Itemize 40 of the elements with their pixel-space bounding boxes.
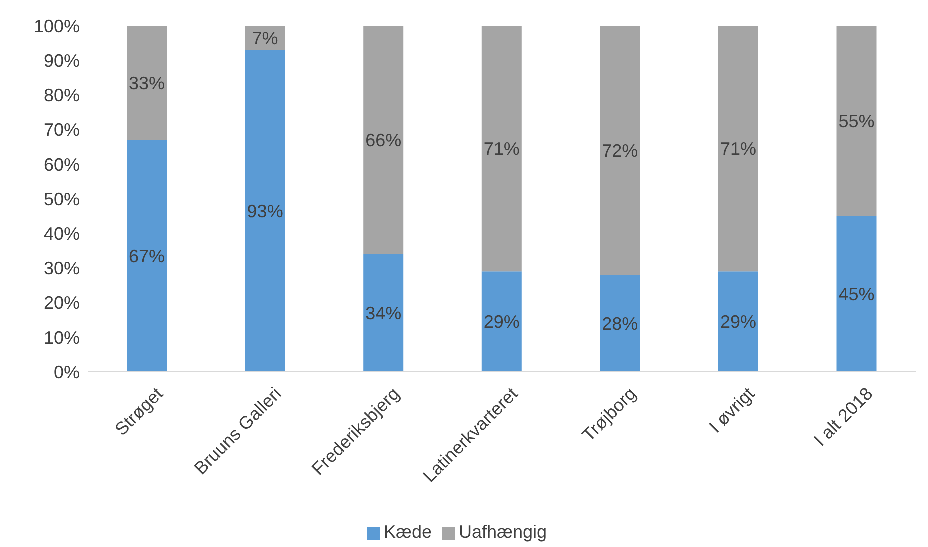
y-tick-label: 60% (44, 154, 80, 175)
y-tick-label: 100% (34, 16, 80, 36)
y-tick-label: 40% (44, 224, 80, 244)
y-tick-label: 30% (44, 258, 80, 279)
bar (836, 216, 877, 372)
y-tick-label: 20% (44, 293, 80, 314)
bar (836, 26, 877, 216)
y-tick-label: 70% (44, 120, 80, 140)
bar (364, 26, 404, 254)
data-label: 33% (129, 73, 166, 94)
bar (127, 140, 168, 372)
legend-label: Kæde (384, 522, 432, 542)
bar (127, 26, 168, 140)
y-tick-label: 0% (54, 362, 80, 382)
data-label: 29% (484, 312, 520, 332)
data-label: 34% (366, 304, 402, 324)
bar (482, 272, 522, 372)
y-tick-label: 80% (44, 86, 80, 106)
y-tick-label: 50% (44, 189, 80, 210)
legend-label: Uafhængig (458, 522, 548, 542)
data-label: 55% (838, 112, 875, 132)
data-label: 71% (484, 139, 520, 160)
data-label: 93% (247, 202, 284, 222)
bar (482, 26, 522, 272)
bar (245, 50, 286, 372)
data-label: 29% (720, 312, 756, 332)
data-label: 72% (602, 140, 638, 161)
bar (718, 26, 758, 272)
y-tick-label: 10% (44, 328, 80, 348)
data-label: 7% (252, 28, 278, 48)
bar (364, 254, 404, 372)
data-label: 66% (366, 130, 402, 151)
bar (718, 272, 758, 372)
y-tick-label: 90% (44, 50, 80, 71)
data-label: 71% (720, 139, 756, 160)
data-label: 28% (602, 314, 638, 334)
bar (600, 275, 640, 372)
data-label: 45% (838, 284, 875, 305)
data-label: 67% (129, 246, 166, 266)
bar (600, 26, 640, 276)
